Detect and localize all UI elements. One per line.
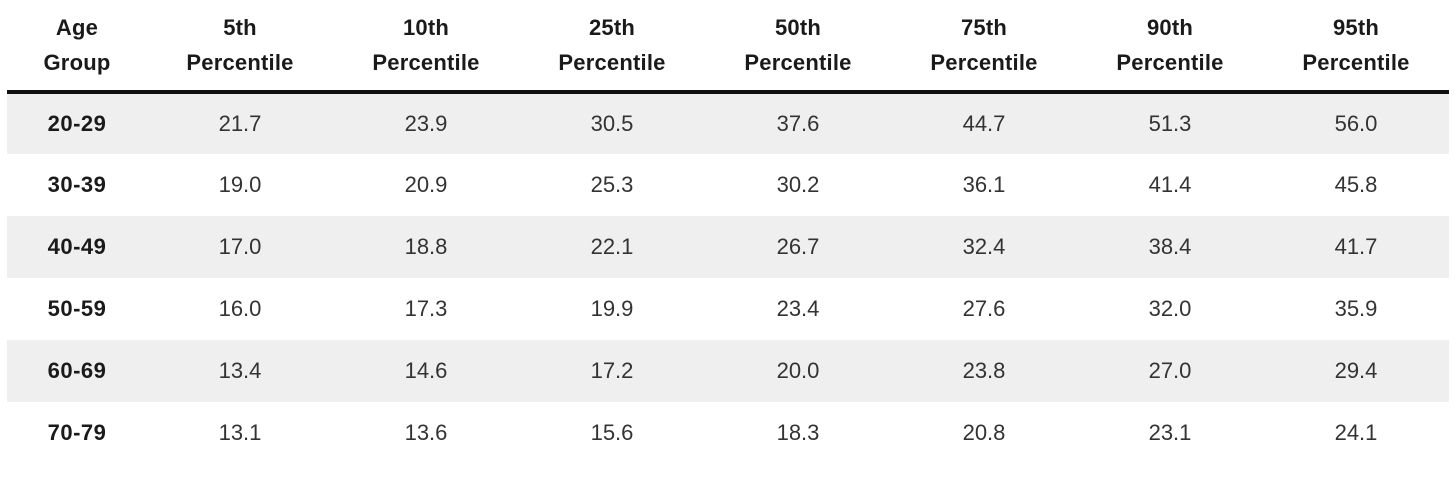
value-cell: 30.2 [776, 172, 820, 197]
value-cell: 18.3 [776, 420, 820, 445]
value-cell: 20.8 [962, 420, 1006, 445]
value-cell: 20.0 [776, 358, 820, 383]
value-cell: 18.8 [404, 234, 448, 259]
table-row-30-39: 30-39 19.0 20.9 25.3 30.2 36.1 41.4 45.8 [7, 154, 1449, 216]
table-row-50-59: 50-59 16.0 17.3 19.9 23.4 27.6 32.0 35.9 [7, 278, 1449, 340]
value-cell: 27.0 [1148, 358, 1192, 383]
column-header-p25: 25th Percentile [519, 0, 705, 94]
value-cell: 22.1 [590, 234, 634, 259]
value-cell: 14.6 [404, 358, 448, 383]
value-cell: 32.0 [1148, 296, 1192, 321]
age-group-cell: 20-29 [47, 111, 107, 136]
column-header-age-group: Age Group [7, 0, 147, 94]
header-line: 90th [1146, 15, 1194, 40]
value-cell: 30.5 [590, 111, 634, 136]
value-cell: 13.1 [218, 420, 262, 445]
value-cell: 23.9 [404, 111, 448, 136]
header-line: Age [55, 15, 99, 40]
header-line: 10th [402, 15, 450, 40]
value-cell: 45.8 [1334, 172, 1378, 197]
table-row-60-69: 60-69 13.4 14.6 17.2 20.0 23.8 27.0 29.4 [7, 340, 1449, 402]
value-cell: 20.9 [404, 172, 448, 197]
header-line: Percentile [930, 50, 1038, 75]
header-line: Percentile [186, 50, 294, 75]
value-cell: 25.3 [590, 172, 634, 197]
value-cell: 24.1 [1334, 420, 1378, 445]
header-line: Percentile [1116, 50, 1224, 75]
table-container: Age Group 5th Percentile 10th Percentile… [7, 0, 1449, 464]
header-line: Percentile [1302, 50, 1410, 75]
value-cell: 32.4 [962, 234, 1006, 259]
value-cell: 15.6 [590, 420, 634, 445]
age-group-cell: 40-49 [47, 234, 107, 259]
value-cell: 41.4 [1148, 172, 1192, 197]
header-line: 75th [960, 15, 1008, 40]
age-group-cell: 70-79 [47, 420, 107, 445]
value-cell: 23.1 [1148, 420, 1192, 445]
table-header: Age Group 5th Percentile 10th Percentile… [7, 0, 1449, 94]
value-cell: 23.4 [776, 296, 820, 321]
value-cell: 51.3 [1148, 111, 1192, 136]
header-row: Age Group 5th Percentile 10th Percentile… [7, 0, 1449, 94]
column-header-p95: 95th Percentile [1263, 0, 1449, 94]
value-cell: 36.1 [962, 172, 1006, 197]
value-cell: 27.6 [962, 296, 1006, 321]
value-cell: 26.7 [776, 234, 820, 259]
table-body: 20-29 21.7 23.9 30.5 37.6 44.7 51.3 56.0… [7, 92, 1449, 464]
age-group-cell: 50-59 [47, 296, 107, 321]
table-row-40-49: 40-49 17.0 18.8 22.1 26.7 32.4 38.4 41.7 [7, 216, 1449, 278]
column-header-p75: 75th Percentile [891, 0, 1077, 94]
table-row-70-79: 70-79 13.1 13.6 15.6 18.3 20.8 23.1 24.1 [7, 402, 1449, 464]
table-row-20-29: 20-29 21.7 23.9 30.5 37.6 44.7 51.3 56.0 [7, 92, 1449, 154]
value-cell: 19.9 [590, 296, 634, 321]
value-cell: 41.7 [1334, 234, 1378, 259]
column-header-p5: 5th Percentile [147, 0, 333, 94]
value-cell: 23.8 [962, 358, 1006, 383]
column-header-p90: 90th Percentile [1077, 0, 1263, 94]
value-cell: 44.7 [962, 111, 1006, 136]
age-group-cell: 60-69 [47, 358, 107, 383]
header-line: Percentile [372, 50, 480, 75]
header-line: Percentile [744, 50, 852, 75]
column-header-p10: 10th Percentile [333, 0, 519, 94]
age-group-cell: 30-39 [47, 172, 107, 197]
header-line: Group [43, 50, 111, 75]
value-cell: 16.0 [218, 296, 262, 321]
column-header-p50: 50th Percentile [705, 0, 891, 94]
value-cell: 17.3 [404, 296, 448, 321]
percentile-table: Age Group 5th Percentile 10th Percentile… [7, 0, 1449, 464]
value-cell: 35.9 [1334, 296, 1378, 321]
value-cell: 13.6 [404, 420, 448, 445]
header-line: 50th [774, 15, 822, 40]
value-cell: 38.4 [1148, 234, 1192, 259]
value-cell: 21.7 [218, 111, 262, 136]
value-cell: 17.2 [590, 358, 634, 383]
value-cell: 37.6 [776, 111, 820, 136]
header-line: Percentile [558, 50, 666, 75]
value-cell: 29.4 [1334, 358, 1378, 383]
header-line: 25th [588, 15, 636, 40]
header-line: 5th [223, 15, 257, 40]
header-line: 95th [1332, 15, 1380, 40]
value-cell: 19.0 [218, 172, 262, 197]
value-cell: 17.0 [218, 234, 262, 259]
value-cell: 56.0 [1334, 111, 1378, 136]
value-cell: 13.4 [218, 358, 262, 383]
